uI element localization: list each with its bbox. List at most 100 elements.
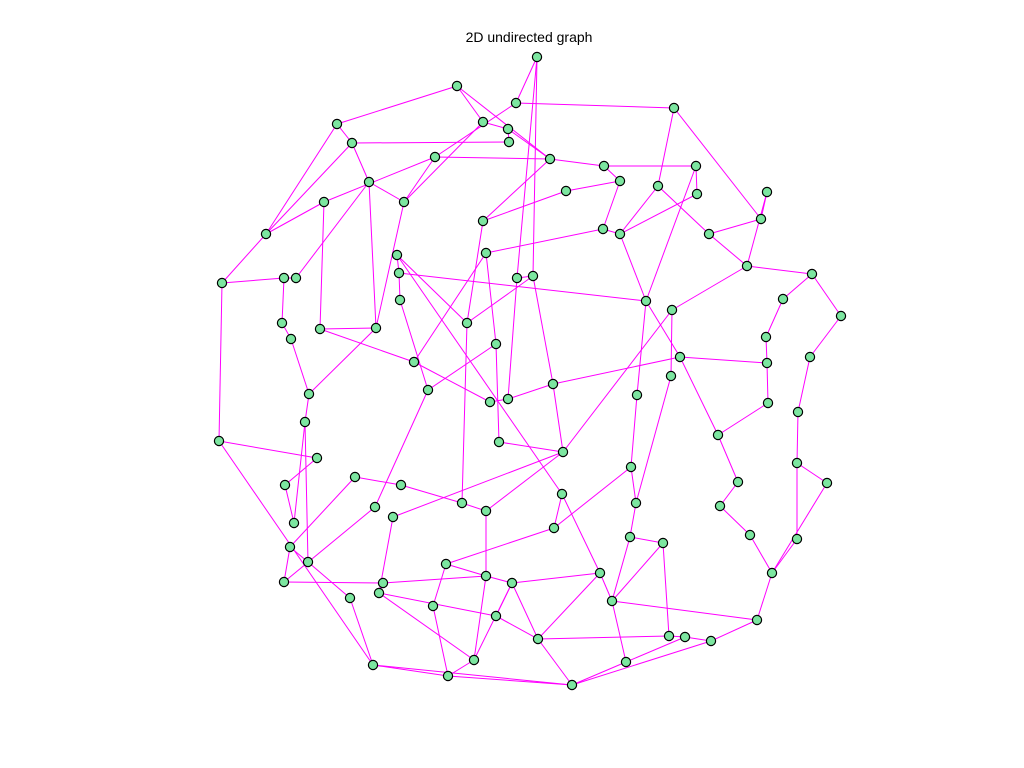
graph-edge (630, 466, 637, 504)
graph-node (614, 175, 626, 187)
graph-node (480, 247, 492, 259)
graph-node (456, 497, 468, 509)
graph-node (408, 356, 420, 368)
graph-edge (461, 322, 468, 504)
graph-edge (396, 254, 563, 495)
graph-node (367, 659, 379, 671)
graph-edge (434, 156, 551, 160)
graph-node (666, 304, 678, 316)
graph-node (620, 656, 632, 668)
graph-edge (782, 273, 813, 300)
graph-edge (561, 493, 601, 574)
graph-edge (657, 107, 675, 187)
graph-edge (571, 640, 712, 686)
graph-edge (771, 538, 798, 574)
graph-node (751, 614, 763, 626)
graph-edge (507, 277, 518, 400)
graph-node (691, 188, 703, 200)
graph-node (606, 595, 618, 607)
graph-edge (354, 476, 402, 486)
graph-edge (336, 85, 458, 125)
graph-node (314, 323, 326, 335)
graph-edge (368, 181, 405, 203)
graph-node (260, 228, 272, 240)
graph-edge (466, 275, 534, 324)
graph-node (703, 228, 715, 240)
graph-node (732, 476, 744, 488)
graph-node (792, 406, 804, 418)
graph-node (665, 370, 677, 382)
graph-edge (766, 362, 769, 404)
graph-node (480, 505, 492, 517)
graph-node (290, 272, 302, 284)
graph-edge (398, 272, 647, 302)
graph-edge (657, 185, 710, 235)
graph-node (657, 537, 669, 549)
graph-node (527, 270, 539, 282)
graph-edge (382, 575, 487, 584)
graph-node (625, 461, 637, 473)
graph-edge (473, 582, 513, 661)
graph-node (777, 293, 789, 305)
graph-edge (392, 451, 564, 518)
graph-edge (295, 181, 370, 279)
graph-node (395, 479, 407, 491)
graph-node (373, 587, 385, 599)
graph-edge (719, 505, 751, 536)
graph-node (630, 497, 642, 509)
graph-node (547, 378, 559, 390)
graph-edge (482, 158, 551, 222)
graph-edge (372, 664, 449, 677)
graph-edge (413, 361, 491, 403)
graph-edge (771, 482, 828, 574)
graph-edge (304, 421, 309, 563)
graph-edge (552, 356, 681, 385)
graph-edge (611, 600, 627, 663)
graph-node (442, 670, 454, 682)
graph-edge (662, 542, 670, 637)
graph-edge (630, 394, 638, 468)
graph-edge (485, 228, 604, 254)
graph-edge (515, 56, 538, 104)
graph-node (761, 186, 773, 198)
graph-node (284, 541, 296, 553)
graph-edge (537, 635, 670, 640)
graph-node (216, 277, 228, 289)
graph-node (510, 97, 522, 109)
graph-node (668, 102, 680, 114)
graph-node (806, 268, 818, 280)
graph-node (276, 317, 288, 329)
graph-node (370, 322, 382, 334)
graph-edge (635, 375, 672, 504)
graph-edge (532, 275, 554, 385)
graph-edge (710, 619, 758, 642)
graph-node (490, 338, 502, 350)
graph-edge (645, 165, 697, 302)
graph-edge (372, 664, 573, 686)
graph-edge (495, 615, 539, 640)
graph-node (614, 228, 626, 240)
graph-edge (507, 383, 554, 400)
graph-node (490, 610, 502, 622)
graph-node (278, 576, 290, 588)
graph-edge (532, 56, 538, 277)
graph-node (344, 592, 356, 604)
graph-edge (553, 466, 632, 529)
graph-node (714, 500, 726, 512)
graph-edge (427, 343, 497, 391)
graph-node (299, 416, 311, 428)
graph-edge (265, 142, 353, 235)
graph-node (331, 118, 343, 130)
graph-edge (611, 542, 664, 602)
graph-edge (290, 338, 310, 395)
graph-edge (319, 328, 415, 363)
graph-edge (308, 327, 377, 395)
graph-edge (602, 180, 621, 230)
graph-edge (456, 85, 484, 123)
graph-node (387, 511, 399, 523)
graph-node (363, 176, 375, 188)
graph-edge (746, 265, 813, 275)
graph-edge (485, 451, 564, 512)
graph-node (548, 522, 560, 534)
graph-node (480, 570, 492, 582)
